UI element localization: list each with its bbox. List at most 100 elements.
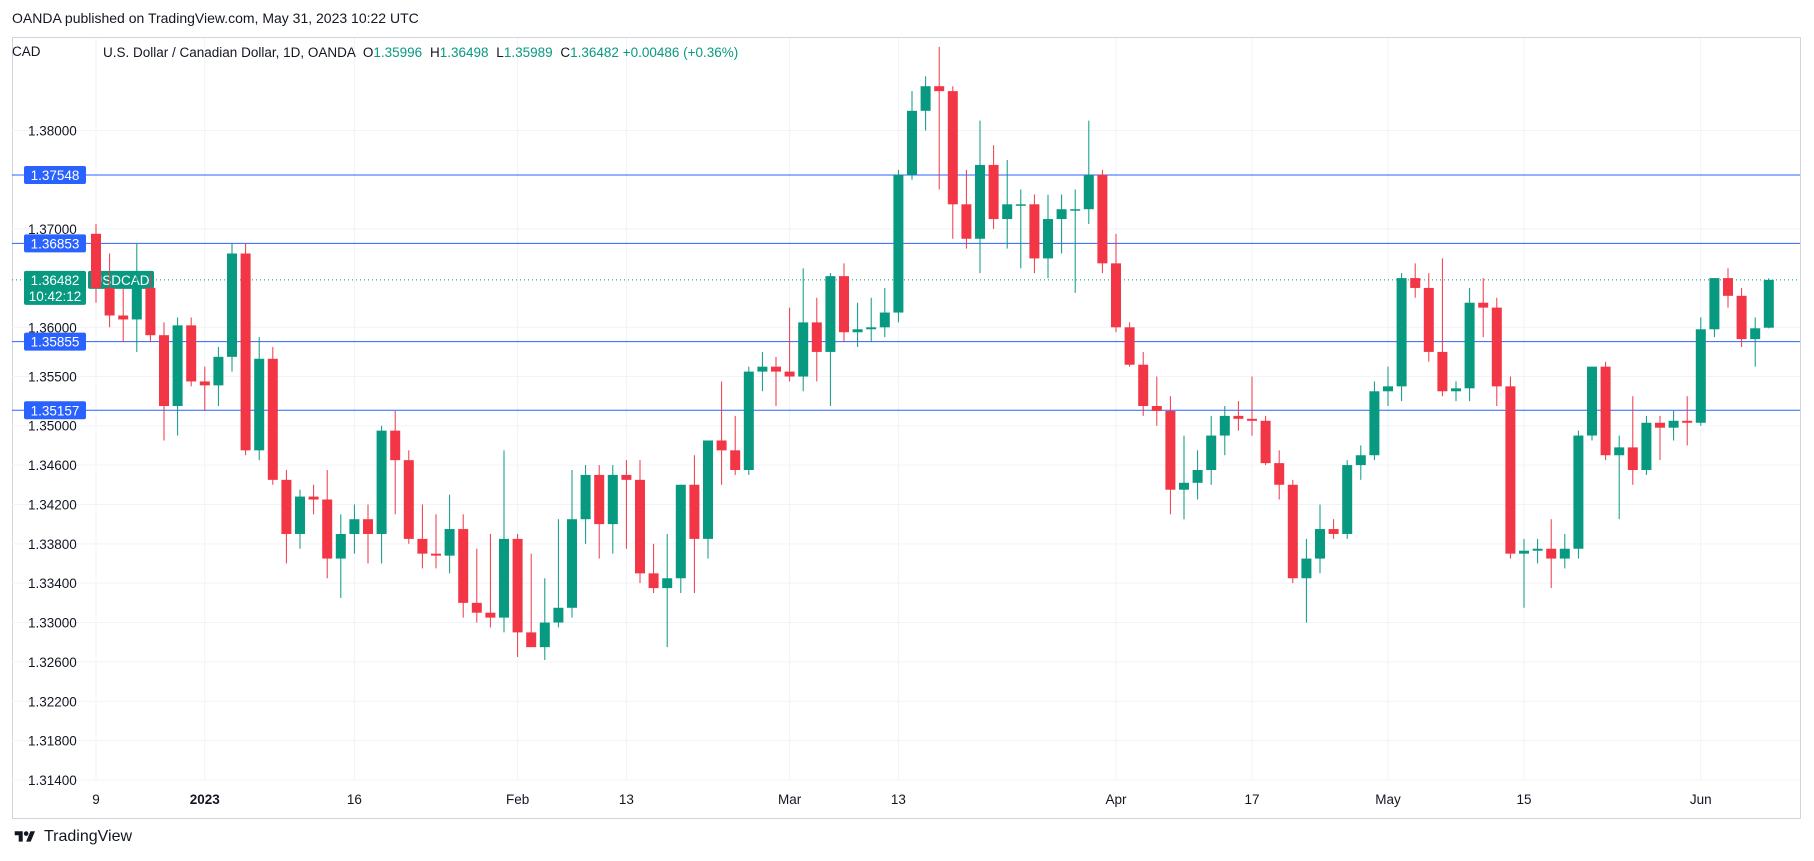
candle-down — [1328, 519, 1339, 539]
y-tick-label: 1.37000 — [28, 222, 77, 237]
candle-body — [267, 358, 278, 480]
candle-up — [1695, 317, 1706, 426]
candle-body — [757, 366, 768, 372]
candle-body — [1532, 548, 1543, 551]
candle-body — [539, 622, 550, 648]
candle-body — [363, 519, 373, 534]
legend-low-value: 1.35989 — [503, 45, 553, 60]
candle-body — [1763, 279, 1774, 328]
candle-body — [1219, 415, 1230, 436]
y-tick-label: 1.31400 — [28, 773, 77, 788]
candle-down — [1423, 273, 1434, 362]
level-badge-label: 1.35855 — [31, 335, 80, 350]
candle-body — [1124, 327, 1135, 365]
candle-body — [1151, 406, 1162, 411]
candle-down — [771, 356, 781, 407]
price-axis: 1.38000 1.37000 1.36000 1.35500 1.35000 1.346… — [28, 123, 77, 788]
candle-down — [159, 322, 169, 441]
candle-down — [308, 484, 319, 515]
candle-up — [1763, 278, 1774, 329]
x-tick-label: Apr — [1105, 792, 1127, 807]
candle-body — [295, 496, 305, 534]
level-badge — [24, 234, 86, 253]
candle-body — [1437, 351, 1448, 392]
candle-body — [1138, 364, 1149, 407]
candle-down — [471, 548, 482, 623]
axis-currency-label: CAD — [12, 44, 41, 59]
horizontal-levels-layer: 1.37548 1.36853 1.35855 1.35157 1.3648210:42… — [12, 165, 1800, 420]
candle-body — [703, 440, 713, 539]
candle-up — [567, 470, 577, 618]
legend-change-value: +0.00486 (+0.36%) — [622, 45, 739, 60]
candle-body — [1369, 391, 1380, 456]
candle-body — [1573, 435, 1584, 549]
candle-up — [1015, 189, 1026, 269]
y-tick-label: 1.34200 — [28, 497, 77, 512]
candle-body — [947, 91, 958, 205]
candle-down — [621, 460, 632, 549]
candle-body — [1682, 420, 1693, 423]
candle-body — [308, 496, 319, 500]
published-by-line: OANDA published on TradingView.com, May … — [12, 10, 419, 26]
candle-up — [335, 514, 346, 598]
x-tick-label: 13 — [619, 792, 634, 807]
candle-body — [1097, 174, 1108, 264]
candle-down — [1491, 297, 1502, 407]
candle-body — [1695, 329, 1706, 423]
y-tick-label: 1.35500 — [28, 370, 77, 385]
candle-up — [675, 484, 686, 594]
y-tick-label: 1.32600 — [28, 655, 77, 670]
y-tick-label: 1.36000 — [28, 320, 77, 335]
candle-body — [975, 164, 985, 239]
current-price-label: 1.36482 — [31, 273, 80, 288]
candle-body — [1260, 420, 1271, 464]
candle-body — [1736, 295, 1747, 340]
chart-frame[interactable] — [12, 37, 1801, 819]
candle-down — [417, 504, 428, 569]
y-tick-label: 1.34600 — [28, 458, 77, 473]
candle-body — [1505, 386, 1516, 554]
candle-body — [1423, 287, 1434, 352]
grid-layer — [12, 38, 1800, 781]
candle-body — [961, 204, 972, 239]
candle-up — [227, 243, 237, 372]
candle-down — [1138, 351, 1149, 416]
candle-up — [879, 287, 890, 338]
candle-body — [1641, 422, 1652, 471]
candle-up — [254, 337, 265, 461]
level-badge — [24, 165, 86, 184]
candle-body — [635, 479, 645, 574]
candle-body — [1383, 386, 1393, 392]
candle-body — [1451, 388, 1461, 392]
y-tick-label: 1.33800 — [28, 537, 77, 552]
candle-body — [1029, 204, 1040, 259]
y-tick-label: 1.33000 — [28, 616, 77, 631]
candle-down — [403, 450, 414, 544]
candle-up — [1668, 410, 1679, 441]
symbol-legend: U.S. Dollar / Canadian Dollar, 1D, OANDA… — [103, 45, 738, 60]
candle-up — [1083, 120, 1094, 224]
candle-down — [431, 514, 441, 569]
candle-body — [988, 164, 999, 220]
candle-body — [716, 440, 727, 451]
footer-brand-name: TradingView — [44, 828, 133, 845]
candle-up — [1043, 194, 1053, 279]
candle-body — [1600, 366, 1611, 456]
legend-close-value: 1.36482 — [570, 45, 619, 60]
candle-up — [920, 76, 931, 131]
candle-down — [689, 455, 700, 594]
candle-up — [1750, 317, 1761, 367]
candle-body — [281, 479, 292, 534]
candle-down — [240, 243, 251, 456]
candle-up — [1342, 460, 1353, 539]
y-tick-label: 1.33400 — [28, 576, 77, 591]
candle-down — [91, 223, 101, 303]
footer-brand[interactable]: TradingView — [12, 828, 132, 846]
symbol-badge — [88, 270, 154, 289]
legend-close-label: C — [560, 45, 571, 60]
candle-body — [1342, 465, 1353, 534]
candle-down — [1478, 278, 1489, 338]
candle-body — [1233, 415, 1244, 419]
candle-down — [104, 253, 115, 328]
